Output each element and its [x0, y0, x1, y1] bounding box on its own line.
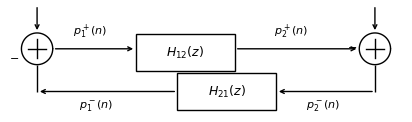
Text: $p^-_1(n)$: $p^-_1(n)$: [79, 98, 113, 113]
Text: $H_{21}(z)$: $H_{21}(z)$: [208, 83, 246, 100]
Bar: [177, 73, 276, 110]
Text: $-$: $-$: [9, 52, 19, 62]
Text: $p^-_2(n)$: $p^-_2(n)$: [307, 98, 341, 113]
Text: $p^+_2(n)$: $p^+_2(n)$: [274, 23, 308, 41]
Text: $p^+_1(n)$: $p^+_1(n)$: [73, 23, 107, 41]
Text: $H_{12}(z)$: $H_{12}(z)$: [166, 44, 204, 61]
Text: $-$: $-$: [347, 41, 357, 51]
Bar: [136, 34, 235, 71]
